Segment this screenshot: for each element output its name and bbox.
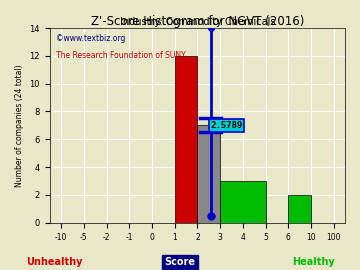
Text: 2.5789: 2.5789 xyxy=(211,121,243,130)
Bar xyxy=(288,195,311,223)
Text: Healthy: Healthy xyxy=(292,257,334,267)
Text: Industry: Commodity Chemicals: Industry: Commodity Chemicals xyxy=(120,17,275,27)
Y-axis label: Number of companies (24 total): Number of companies (24 total) xyxy=(15,64,24,187)
Text: Score: Score xyxy=(165,257,195,267)
Title: Z'-Score Histogram for NGVT (2016): Z'-Score Histogram for NGVT (2016) xyxy=(91,15,304,28)
Bar xyxy=(175,56,197,223)
Text: Unhealthy: Unhealthy xyxy=(26,257,82,267)
Bar xyxy=(197,125,220,223)
Bar xyxy=(220,181,266,223)
Text: ©www.textbiz.org: ©www.textbiz.org xyxy=(56,34,125,43)
Text: The Research Foundation of SUNY: The Research Foundation of SUNY xyxy=(56,51,185,60)
